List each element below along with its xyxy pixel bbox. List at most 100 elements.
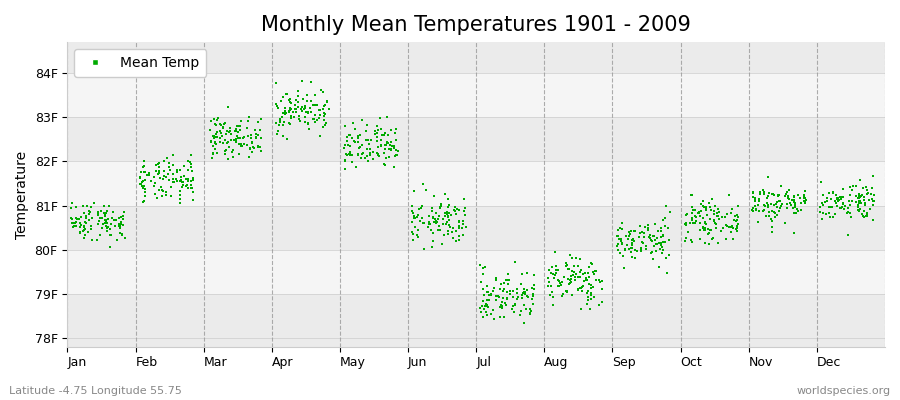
Point	[656, 233, 670, 239]
Point	[616, 264, 631, 271]
Point	[724, 205, 739, 212]
Point	[575, 284, 590, 290]
Point	[658, 215, 672, 221]
Point	[582, 263, 597, 270]
Point	[579, 274, 593, 281]
Point	[507, 309, 521, 315]
Point	[691, 210, 706, 216]
Point	[549, 262, 563, 269]
Point	[383, 142, 398, 148]
Point	[359, 146, 374, 152]
Point	[203, 139, 218, 146]
Point	[338, 156, 352, 163]
Point	[702, 230, 716, 236]
Point	[440, 208, 454, 215]
Point	[339, 138, 354, 144]
Point	[223, 124, 238, 131]
Point	[215, 133, 230, 140]
Point	[500, 295, 515, 301]
Point	[442, 202, 456, 208]
Point	[377, 150, 392, 156]
Point	[650, 241, 664, 247]
Point	[757, 202, 771, 208]
Point	[770, 204, 784, 210]
Point	[760, 195, 774, 202]
Point	[155, 193, 169, 199]
Point	[354, 154, 368, 161]
Point	[746, 190, 760, 196]
Point	[564, 273, 579, 280]
Point	[589, 276, 603, 283]
Point	[850, 195, 865, 201]
Point	[226, 146, 240, 153]
Point	[313, 133, 328, 140]
Point	[152, 168, 166, 174]
Point	[756, 189, 770, 196]
Point	[220, 104, 235, 110]
Point	[622, 246, 636, 252]
Point	[860, 186, 874, 193]
Point	[371, 127, 385, 134]
Point	[849, 183, 863, 189]
Point	[865, 184, 879, 191]
Point	[796, 195, 811, 201]
Point	[545, 294, 560, 300]
Point	[583, 282, 598, 288]
Point	[497, 286, 511, 292]
Point	[458, 211, 473, 218]
Point	[595, 299, 609, 305]
Point	[698, 204, 712, 210]
Point	[679, 212, 693, 218]
Point	[720, 211, 734, 217]
Point	[277, 119, 292, 125]
Point	[480, 302, 494, 309]
Point	[569, 271, 583, 278]
Point	[291, 104, 305, 111]
Point	[817, 199, 832, 205]
Point	[526, 292, 540, 299]
Point	[239, 125, 254, 131]
Point	[383, 147, 398, 154]
Point	[518, 306, 533, 312]
Point	[714, 228, 728, 234]
Point	[724, 223, 739, 229]
Point	[637, 234, 652, 240]
Point	[289, 109, 303, 116]
Point	[173, 192, 187, 198]
Point	[84, 226, 98, 232]
Point	[351, 139, 365, 146]
Point	[351, 133, 365, 139]
Point	[708, 225, 723, 231]
Point	[301, 92, 315, 98]
Point	[722, 224, 736, 230]
Point	[251, 144, 266, 150]
Point	[140, 172, 154, 178]
Point	[726, 224, 741, 231]
Point	[371, 144, 385, 150]
Point	[291, 93, 305, 100]
Point	[134, 180, 148, 187]
Point	[103, 243, 117, 250]
Point	[610, 247, 625, 253]
Point	[766, 191, 780, 198]
Point	[432, 227, 446, 233]
Point	[160, 155, 175, 161]
Point	[457, 196, 472, 202]
Point	[845, 186, 859, 193]
Point	[477, 306, 491, 312]
Point	[716, 225, 731, 232]
Point	[231, 129, 246, 136]
Point	[184, 161, 199, 168]
Point	[778, 191, 793, 197]
Point	[343, 142, 357, 149]
Point	[301, 109, 315, 115]
Point	[705, 196, 719, 202]
Point	[629, 248, 643, 255]
Point	[204, 138, 219, 145]
Point	[248, 134, 263, 140]
Point	[584, 290, 598, 296]
Point	[634, 245, 648, 251]
Point	[218, 136, 232, 143]
Point	[351, 135, 365, 141]
Point	[554, 281, 569, 288]
